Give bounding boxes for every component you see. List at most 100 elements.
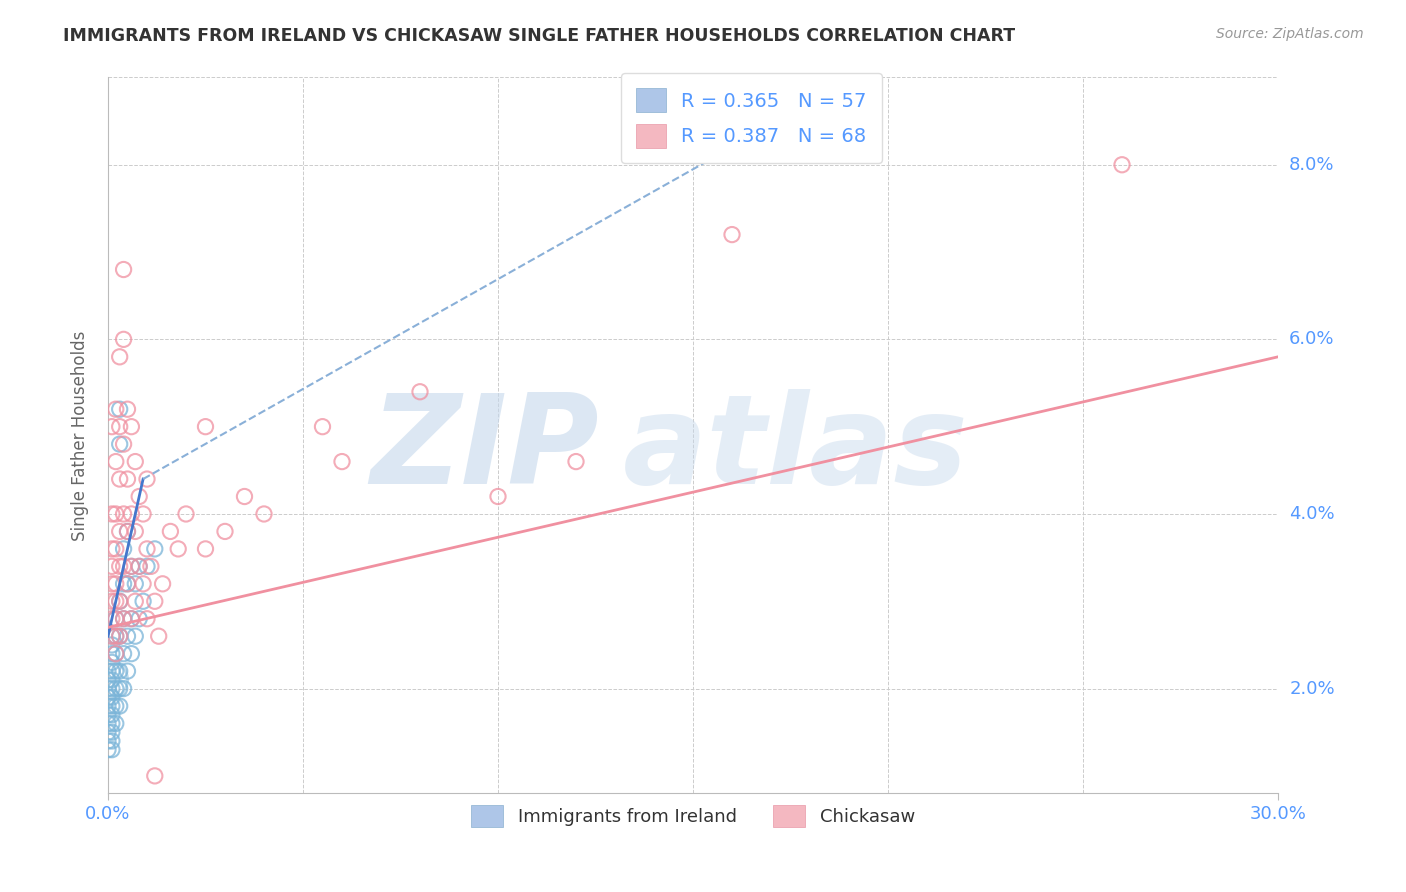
Point — [194, 419, 217, 434]
Point — [104, 612, 127, 626]
Point — [117, 664, 139, 678]
Point — [132, 577, 155, 591]
Point — [565, 454, 588, 468]
Point — [104, 681, 127, 696]
Point — [101, 725, 124, 739]
Point — [136, 472, 159, 486]
Point — [104, 594, 127, 608]
Point — [112, 437, 135, 451]
Point — [97, 699, 120, 714]
Point — [112, 262, 135, 277]
Point — [128, 490, 150, 504]
Point — [104, 647, 127, 661]
Point — [108, 524, 131, 539]
Point — [101, 673, 124, 687]
Point — [104, 716, 127, 731]
Point — [409, 384, 432, 399]
Point — [104, 699, 127, 714]
Point — [214, 524, 236, 539]
Point — [117, 402, 139, 417]
Point — [117, 577, 139, 591]
Point — [97, 725, 120, 739]
Point — [101, 638, 124, 652]
Point — [112, 612, 135, 626]
Point — [1111, 158, 1133, 172]
Point — [101, 716, 124, 731]
Point — [117, 629, 139, 643]
Point — [97, 673, 120, 687]
Point — [108, 437, 131, 451]
Point — [120, 419, 142, 434]
Point — [124, 524, 146, 539]
Point — [108, 472, 131, 486]
Point — [112, 647, 135, 661]
Point — [101, 559, 124, 574]
Point — [136, 541, 159, 556]
Text: ZIP: ZIP — [371, 389, 599, 510]
Point — [108, 681, 131, 696]
Point — [104, 402, 127, 417]
Point — [97, 673, 120, 687]
Point — [101, 629, 124, 643]
Point — [104, 664, 127, 678]
Point — [101, 612, 124, 626]
Point — [128, 612, 150, 626]
Point — [101, 419, 124, 434]
Point — [721, 227, 744, 242]
Point — [104, 507, 127, 521]
Point — [120, 612, 142, 626]
Point — [174, 507, 197, 521]
Point — [143, 769, 166, 783]
Point — [108, 629, 131, 643]
Text: Source: ZipAtlas.com: Source: ZipAtlas.com — [1216, 27, 1364, 41]
Point — [112, 681, 135, 696]
Point — [101, 656, 124, 670]
Point — [112, 507, 135, 521]
Point — [108, 402, 131, 417]
Point — [120, 559, 142, 574]
Point — [152, 577, 174, 591]
Point — [167, 541, 190, 556]
Point — [117, 524, 139, 539]
Point — [120, 507, 142, 521]
Point — [128, 559, 150, 574]
Text: 6.0%: 6.0% — [1289, 330, 1334, 349]
Point — [97, 664, 120, 678]
Point — [108, 350, 131, 364]
Point — [120, 647, 142, 661]
Point — [101, 742, 124, 756]
Point — [104, 647, 127, 661]
Point — [108, 664, 131, 678]
Point — [101, 734, 124, 748]
Point — [194, 541, 217, 556]
Point — [97, 734, 120, 748]
Point — [143, 541, 166, 556]
Point — [120, 612, 142, 626]
Point — [101, 577, 124, 591]
Point — [330, 454, 353, 468]
Point — [101, 507, 124, 521]
Point — [101, 647, 124, 661]
Point — [139, 559, 162, 574]
Point — [97, 742, 120, 756]
Point — [104, 541, 127, 556]
Text: IMMIGRANTS FROM IRELAND VS CHICKASAW SINGLE FATHER HOUSEHOLDS CORRELATION CHART: IMMIGRANTS FROM IRELAND VS CHICKASAW SIN… — [63, 27, 1015, 45]
Point — [104, 612, 127, 626]
Point — [108, 594, 131, 608]
Point — [108, 419, 131, 434]
Point — [159, 524, 181, 539]
Point — [101, 690, 124, 705]
Point — [117, 524, 139, 539]
Point — [117, 577, 139, 591]
Y-axis label: Single Father Households: Single Father Households — [72, 330, 89, 541]
Point — [104, 577, 127, 591]
Point — [101, 594, 124, 608]
Point — [143, 594, 166, 608]
Point — [101, 541, 124, 556]
Point — [132, 507, 155, 521]
Point — [128, 559, 150, 574]
Legend: Immigrants from Ireland, Chickasaw: Immigrants from Ireland, Chickasaw — [464, 798, 922, 834]
Point — [101, 699, 124, 714]
Point — [101, 707, 124, 722]
Point — [233, 490, 256, 504]
